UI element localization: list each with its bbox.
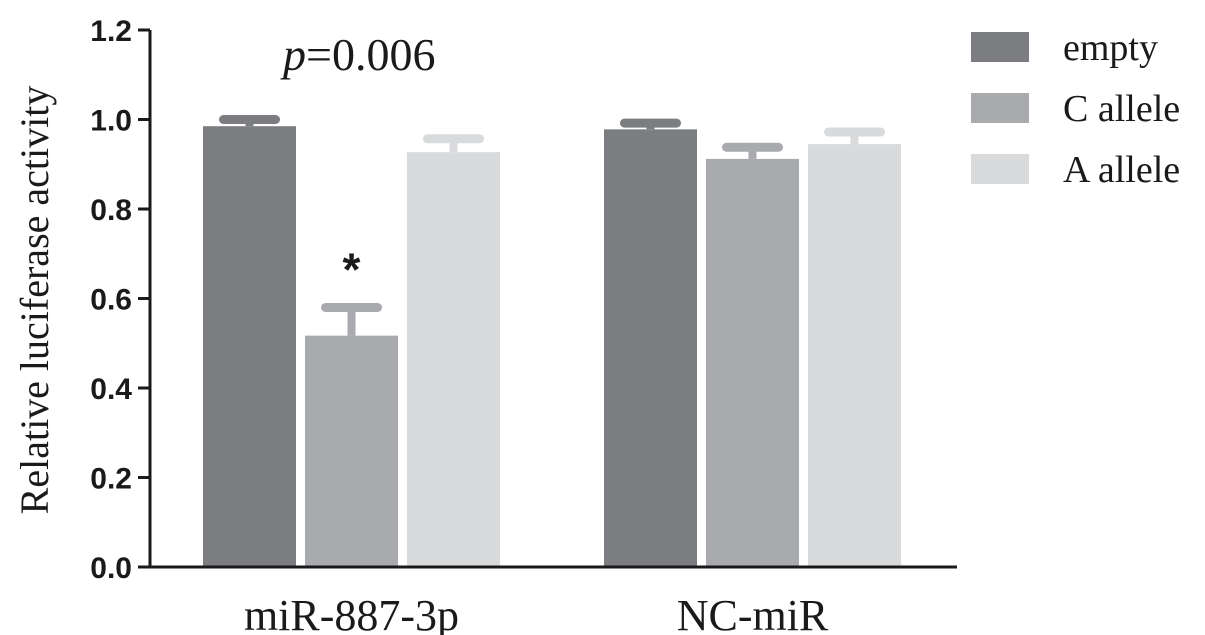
y-tick-label-5: 1.0 — [90, 105, 132, 138]
bar-1-2 — [808, 144, 901, 568]
bar-1-0 — [604, 129, 697, 567]
legend-label-1: C allele — [1063, 88, 1180, 130]
p-value-annotation: p=0.006 — [280, 29, 435, 80]
legend-swatch-1 — [971, 93, 1029, 123]
bar-0-2 — [407, 152, 500, 568]
y-tick-label-1: 0.2 — [90, 463, 132, 496]
legend-swatch-2 — [971, 154, 1029, 184]
y-tick-label-2: 0.4 — [90, 373, 132, 406]
bar-1-1 — [706, 158, 799, 567]
bars-layer — [203, 126, 901, 568]
category-label-1: NC-miR — [677, 591, 829, 635]
legend-swatch-0 — [971, 32, 1029, 62]
legend-label-2: A allele — [1063, 149, 1180, 191]
significance-star: * — [343, 243, 361, 295]
bar-0-0 — [203, 126, 296, 568]
y-tick-label-6: 1.2 — [90, 15, 132, 48]
y-tick-label-0: 0.0 — [90, 552, 132, 585]
y-tick-label-3: 0.6 — [90, 284, 132, 317]
y-ticks: 0.0 0.2 0.4 0.6 0.8 1.0 1.2 — [90, 15, 150, 585]
error-bars-layer — [219, 115, 885, 336]
bar-0-1 — [305, 335, 398, 567]
y-tick-label-4: 0.8 — [90, 194, 132, 227]
x-category-labels: miR-887-3p NC-miR — [244, 591, 829, 635]
legend: empty C allele A allele — [971, 27, 1180, 191]
legend-label-0: empty — [1063, 27, 1158, 69]
y-axis-label: Relative luciferase activity — [12, 86, 57, 515]
category-label-0: miR-887-3p — [244, 591, 459, 635]
p-italic: p — [280, 29, 306, 80]
p-value: =0.006 — [306, 29, 435, 80]
